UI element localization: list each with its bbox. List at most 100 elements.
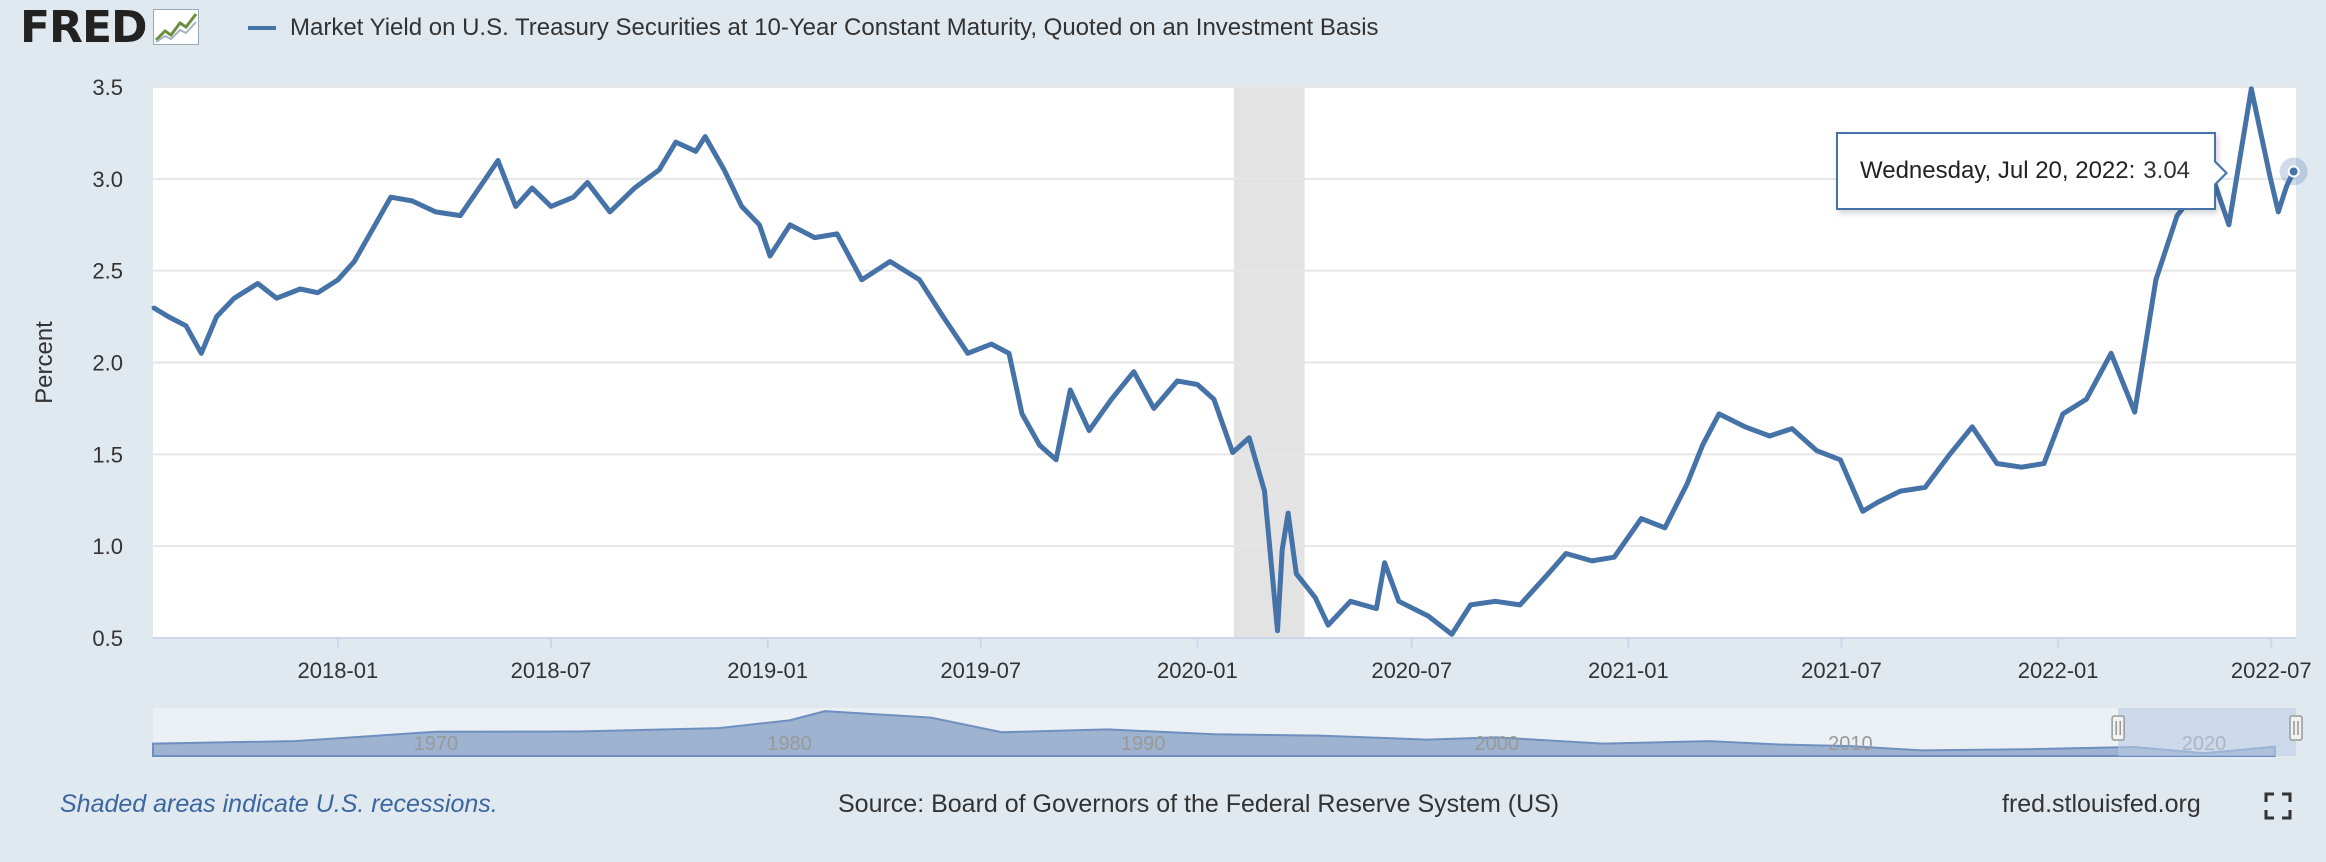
data-point [941, 315, 945, 319]
data-point [256, 282, 260, 286]
source-text: Source: Board of Governors of the Federa… [838, 790, 1560, 818]
data-point [199, 351, 203, 355]
navigator-handle[interactable] [2111, 715, 2125, 741]
x-tick-label: 2021-07 [1801, 658, 1882, 683]
x-tick-label: 2018-07 [511, 658, 592, 683]
data-point [989, 342, 993, 346]
data-point [860, 278, 864, 282]
data-point [757, 223, 761, 227]
y-tick-label: 3.0 [92, 167, 123, 192]
data-point [1038, 443, 1042, 447]
x-tick-label: 2019-07 [940, 658, 1021, 683]
x-tick-label: 2021-01 [1588, 658, 1669, 683]
data-point [514, 204, 518, 208]
data-point [608, 210, 612, 214]
x-tick-label: 2019-01 [727, 658, 808, 683]
fullscreen-icon[interactable] [2264, 792, 2292, 820]
chart-header: FRED Market Yield on U.S. Treasury Secur… [0, 0, 2326, 58]
data-point [1152, 406, 1156, 410]
y-tick-label: 3.5 [92, 75, 123, 100]
data-point [1948, 452, 1952, 456]
navigator-area [152, 710, 2276, 757]
data-point [232, 296, 236, 300]
data-point [1518, 603, 1522, 607]
data-point [1397, 599, 1401, 603]
data-point [1546, 572, 1550, 576]
data-point [336, 278, 340, 282]
data-point [1685, 482, 1689, 486]
data-point [1294, 572, 1298, 576]
data-point [1970, 425, 1974, 429]
x-tick-label: 2018-01 [297, 658, 378, 683]
data-point [2285, 184, 2289, 188]
data-point [389, 195, 393, 199]
data-point [1469, 603, 1473, 607]
y-tick-label: 1.5 [92, 442, 123, 467]
data-point [1068, 388, 1072, 392]
data-point [1768, 434, 1772, 438]
data-point [571, 195, 575, 199]
data-point [2133, 410, 2137, 414]
data-point [1087, 428, 1091, 432]
data-point [1663, 526, 1667, 530]
data-point [434, 210, 438, 214]
data-point [549, 204, 553, 208]
data-point [151, 305, 155, 309]
x-tick-label: 2022-01 [2018, 658, 2099, 683]
data-point [1861, 509, 1865, 513]
data-point [1195, 383, 1199, 387]
data-point [2276, 210, 2280, 214]
x-tick-label: 2020-01 [1157, 658, 1238, 683]
data-point [215, 315, 219, 319]
data-point [722, 168, 726, 172]
data-point [788, 223, 792, 227]
data-point [1701, 443, 1705, 447]
fred-logo[interactable]: FRED [20, 1, 199, 53]
y-tick-label: 1.0 [92, 534, 123, 559]
logo-text: FRED [20, 1, 148, 53]
data-point [1838, 458, 1842, 462]
tooltip-date: Wednesday, Jul 20, 2022: [1860, 157, 2136, 184]
data-point [2020, 465, 2024, 469]
data-point [2061, 412, 2065, 416]
data-point [1109, 397, 1113, 401]
data-point [633, 186, 637, 190]
navigator-year-label: 1990 [1121, 733, 1166, 755]
data-point [316, 291, 320, 295]
data-point [1923, 485, 1927, 489]
recession-note: Shaded areas indicate U.S. recessions. [60, 790, 498, 818]
data-point [1313, 596, 1317, 600]
data-point [1326, 623, 1330, 627]
data-point [1639, 517, 1643, 521]
y-axis-label: Percent [31, 321, 58, 404]
data-point [1286, 511, 1290, 515]
navigator-year-label: 1980 [767, 733, 812, 755]
series-line [151, 86, 2296, 637]
data-point [1898, 489, 1902, 493]
data-point [1263, 489, 1267, 493]
data-point [1590, 559, 1594, 563]
data-point [477, 186, 481, 190]
data-point [768, 254, 772, 258]
data-point [694, 149, 698, 153]
data-point [966, 351, 970, 355]
data-point [1790, 427, 1794, 431]
data-point [496, 158, 500, 162]
data-point [703, 135, 707, 139]
data-point [1175, 379, 1179, 383]
series-legend[interactable]: Market Yield on U.S. Treasury Securities… [248, 8, 1379, 48]
x-tick-label: 2022-07 [2231, 658, 2312, 683]
data-point [657, 168, 661, 172]
data-point [1020, 412, 1024, 416]
data-point [410, 199, 414, 203]
data-point [1564, 552, 1568, 556]
site-url[interactable]: fred.stlouisfed.org [2002, 790, 2201, 818]
data-point [1212, 397, 1216, 401]
data-point [1876, 500, 1880, 504]
navigator-handle[interactable] [2289, 715, 2303, 741]
navigator-year-label: 2000 [1475, 733, 1520, 755]
data-point [2109, 351, 2113, 355]
data-point [674, 140, 678, 144]
data-point [458, 214, 462, 218]
data-point [275, 296, 279, 300]
